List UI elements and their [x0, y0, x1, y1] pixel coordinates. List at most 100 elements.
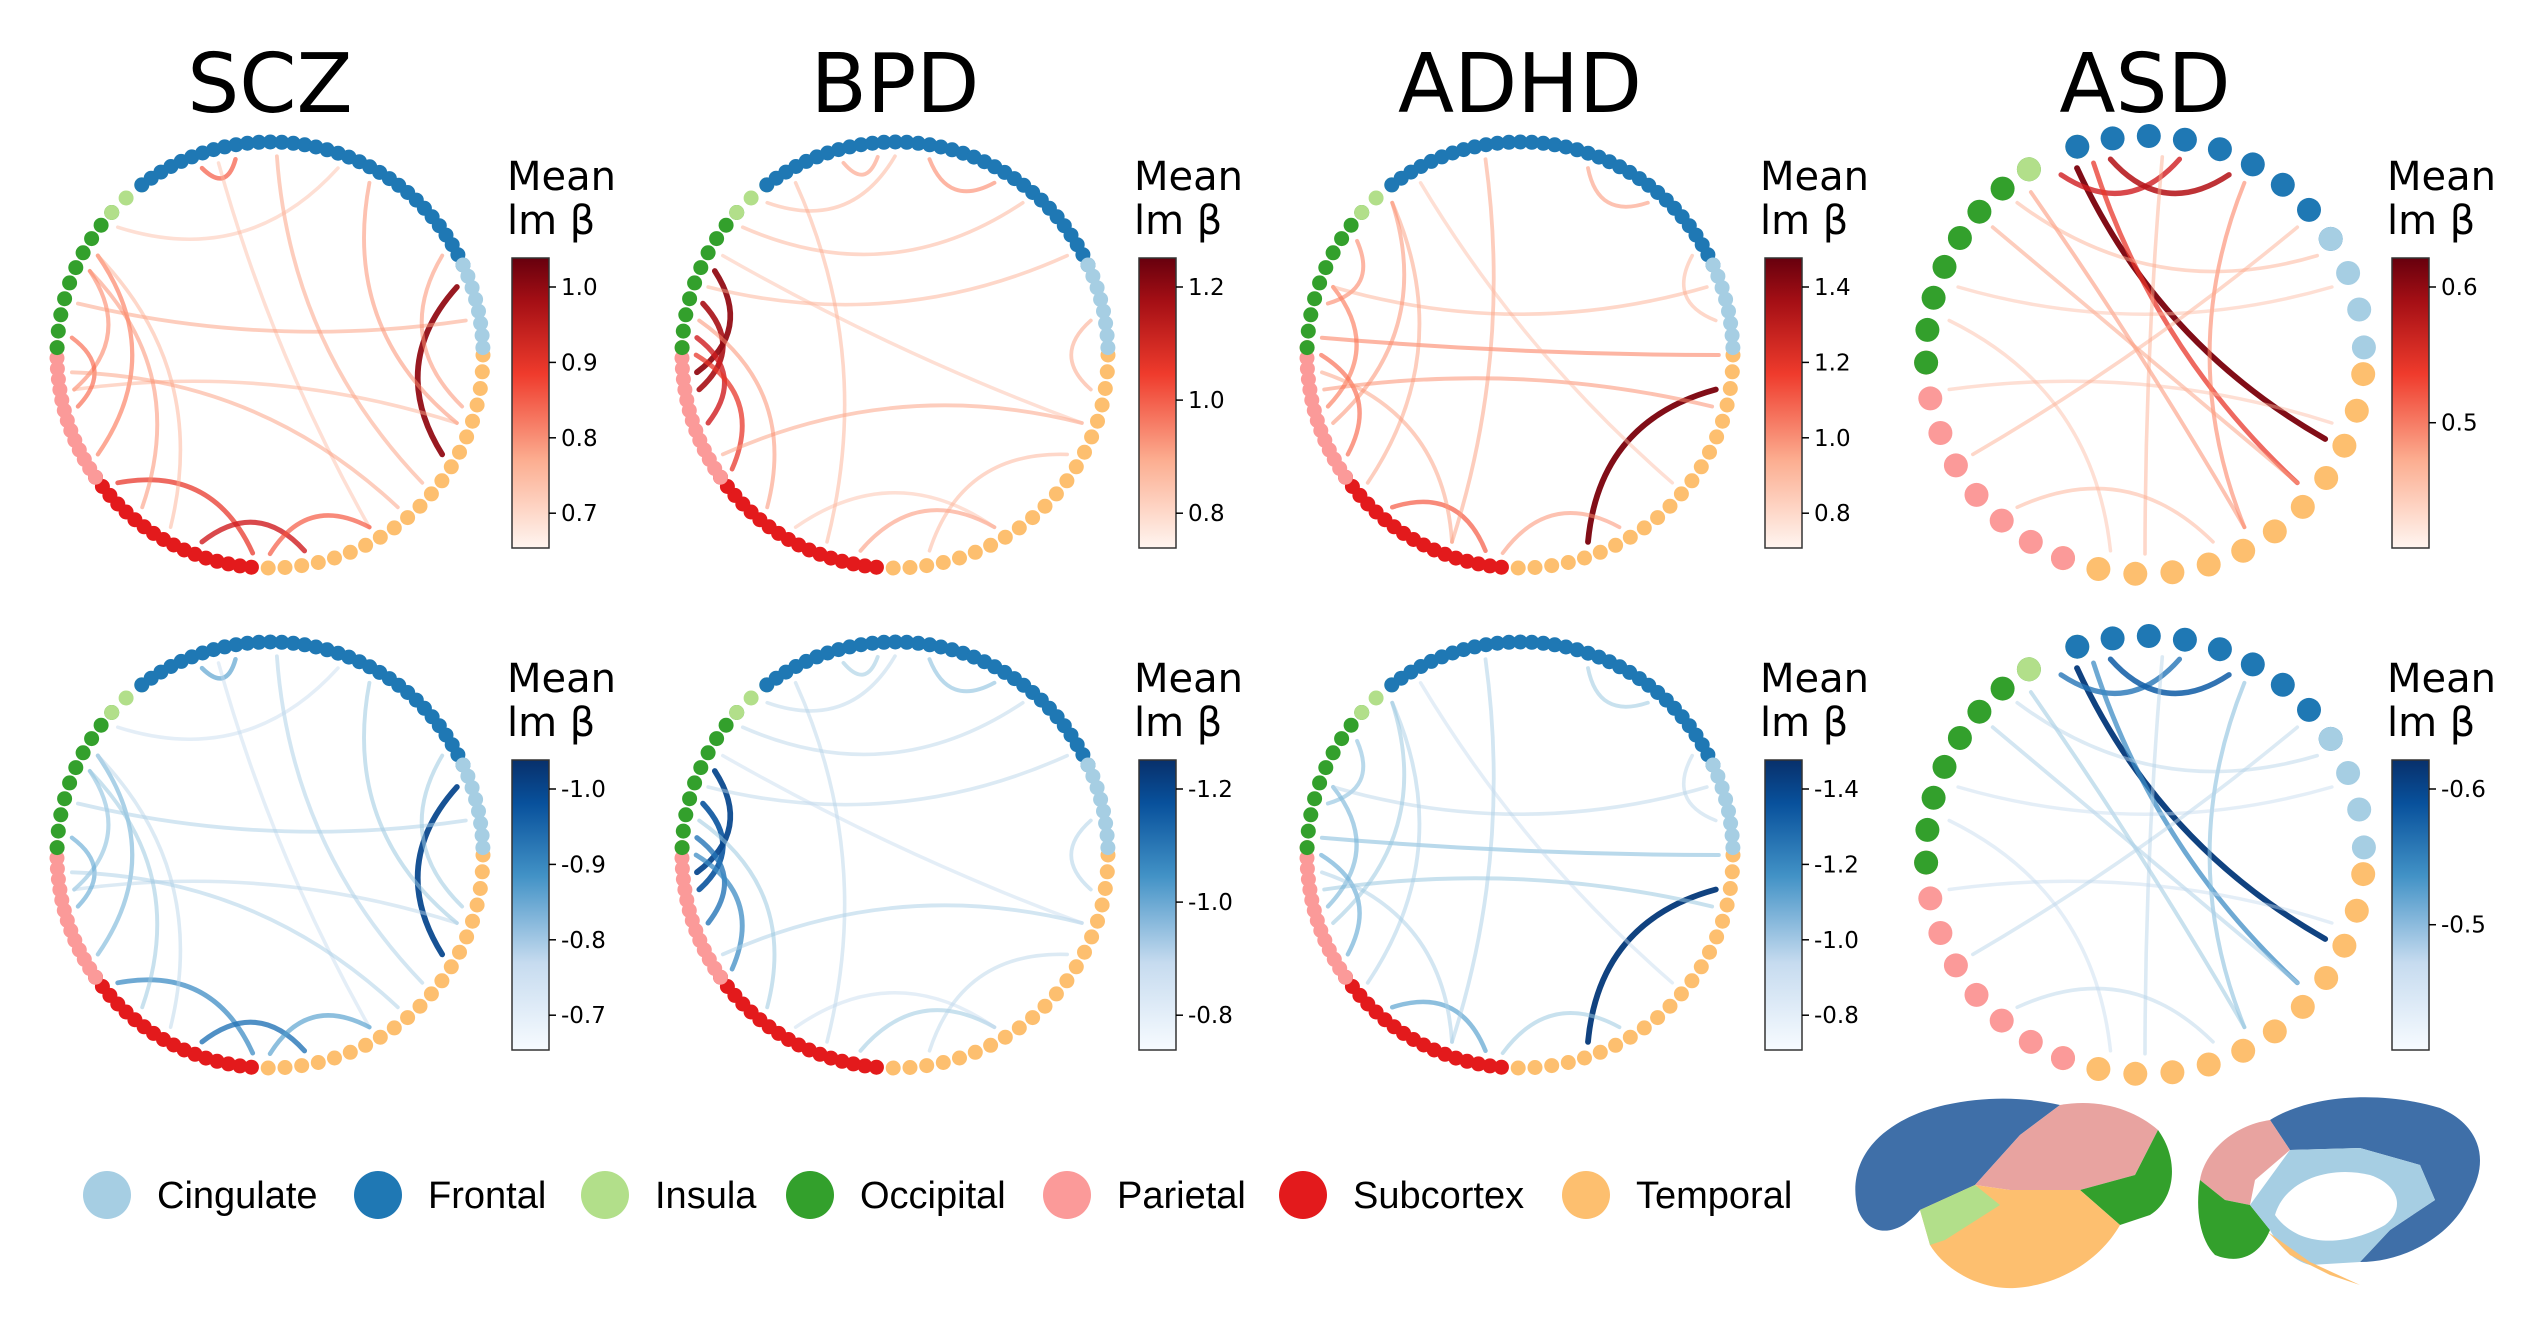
colorbar-title-line1: Mean	[1134, 656, 1243, 702]
node-temporal	[1090, 913, 1105, 929]
colorbar-tick-label: 0.8	[1814, 501, 1851, 527]
chord-link	[2207, 680, 2247, 1030]
chord-link	[1682, 253, 1718, 323]
chord-link	[1586, 666, 1650, 709]
node-cingulate	[1096, 803, 1111, 819]
node-cingulate	[2351, 335, 2376, 360]
node-occipital	[1343, 717, 1359, 733]
node-frontal	[1535, 135, 1551, 151]
chord-link	[1320, 870, 1454, 1044]
node-frontal	[2270, 672, 2295, 697]
chord-panel-adhd-negative	[1299, 634, 1741, 1076]
chord-link	[2028, 690, 2247, 1030]
node-cingulate	[475, 340, 491, 356]
node-frontal	[922, 137, 938, 153]
colorbar-tick-label: 1.0	[1188, 388, 1225, 414]
node-occipital	[718, 717, 734, 733]
chord-link	[1947, 818, 2113, 1053]
chord-link	[115, 477, 256, 556]
chord-panel-asd-positive	[1914, 124, 2376, 586]
node-temporal	[997, 1029, 1013, 1045]
node-temporal	[2290, 494, 2315, 519]
node-parietal	[1918, 886, 1943, 911]
node-frontal	[217, 639, 233, 655]
chord-link	[95, 753, 135, 957]
node-parietal	[49, 850, 65, 866]
chord-link	[1956, 785, 2334, 816]
node-parietal	[2051, 1046, 2075, 1071]
node-temporal	[2344, 398, 2369, 423]
node-temporal	[1059, 473, 1075, 489]
node-subcortex	[1470, 1056, 1486, 1072]
node-subcortex	[1493, 559, 1509, 575]
node-occipital	[1915, 817, 1940, 842]
node-occipital	[53, 307, 69, 323]
node-frontal	[933, 639, 949, 655]
node-occipital	[1300, 323, 1316, 339]
colorbar-gradient	[1138, 759, 1177, 1051]
node-cingulate	[1100, 340, 1116, 356]
node-temporal	[952, 550, 967, 566]
chord-link	[115, 977, 256, 1056]
chord-link	[706, 753, 1069, 807]
node-occipital	[93, 717, 109, 733]
node-frontal	[285, 135, 301, 151]
node-temporal	[902, 1060, 918, 1075]
node-frontal	[853, 137, 869, 153]
chord-link	[1320, 370, 1454, 544]
chord-link	[2107, 656, 2232, 696]
chord-link	[858, 508, 997, 553]
node-subcortex	[232, 558, 248, 574]
node-temporal	[310, 555, 326, 570]
node-parietal	[49, 350, 65, 366]
legend-swatch-parietal	[1043, 1171, 1091, 1219]
node-insula	[1368, 690, 1384, 706]
node-cingulate	[1085, 268, 1101, 284]
node-frontal	[308, 639, 324, 655]
node-subcortex	[857, 558, 873, 574]
node-temporal	[1715, 413, 1730, 429]
node-parietal	[1943, 953, 1968, 978]
node-temporal	[2231, 538, 2256, 563]
chord-link	[927, 452, 1069, 553]
node-parietal	[1299, 850, 1315, 866]
legend-label-occipital: Occipital	[860, 1175, 1006, 1217]
colorbar-title-line2: lm β	[2387, 700, 2475, 746]
colorbar-tick-label: 1.4	[1814, 275, 1851, 301]
node-temporal	[952, 1050, 967, 1066]
node-parietal	[1299, 361, 1315, 377]
chord-link	[1500, 1011, 1622, 1056]
chord-link	[1331, 285, 1709, 316]
node-cingulate	[1710, 268, 1726, 284]
chord-link	[1990, 725, 2300, 985]
node-occipital	[57, 791, 73, 807]
node-occipital	[84, 731, 100, 747]
chord-link	[1418, 681, 1675, 985]
colorbar-title-line1: Mean	[2387, 154, 2496, 200]
node-frontal	[876, 634, 892, 650]
node-frontal	[1512, 634, 1528, 650]
node-temporal	[342, 1044, 358, 1060]
node-occipital	[693, 260, 709, 276]
node-occipital	[68, 760, 84, 776]
colorbar-gradient	[1764, 257, 1803, 549]
chord-link	[740, 700, 1025, 757]
node-occipital	[693, 760, 709, 776]
node-temporal	[1097, 881, 1113, 896]
legend-swatch-subcortex	[1279, 1171, 1327, 1219]
node-occipital	[1932, 254, 1957, 279]
node-temporal	[310, 1055, 326, 1070]
node-parietal	[1964, 482, 1989, 507]
node-temporal	[983, 1037, 999, 1053]
node-temporal	[459, 429, 475, 445]
node-cingulate	[455, 757, 471, 773]
chord-link	[693, 852, 745, 972]
node-cingulate	[1096, 303, 1111, 319]
chord-link	[199, 1019, 308, 1054]
node-temporal	[2196, 552, 2221, 577]
chord-link	[1331, 200, 1407, 425]
